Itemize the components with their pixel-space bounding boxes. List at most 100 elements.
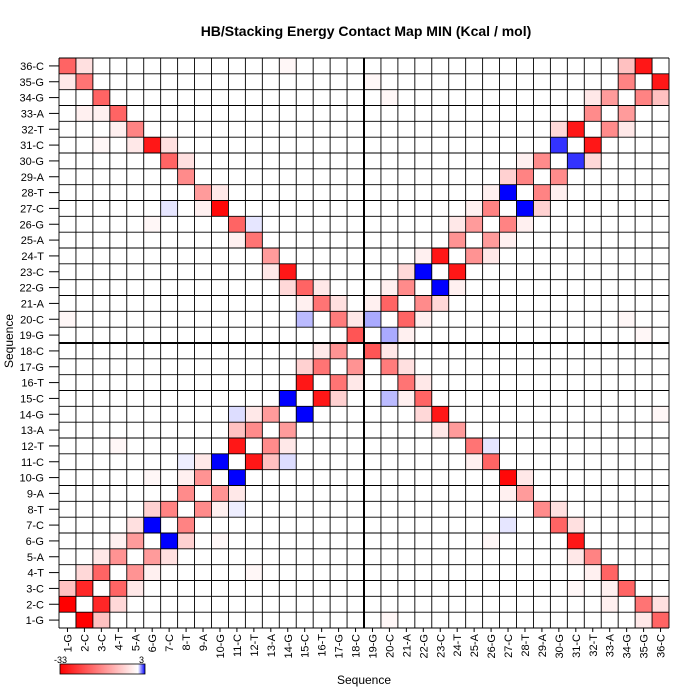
heatmap-cell xyxy=(364,295,381,312)
heatmap-cell xyxy=(296,311,314,328)
y-tick-label: 35-G xyxy=(20,77,44,89)
heatmap-cell xyxy=(414,390,432,407)
heatmap-cell xyxy=(228,469,246,486)
heatmap-cell xyxy=(364,73,381,90)
heatmap-cell xyxy=(109,596,127,613)
heatmap-cell xyxy=(635,89,653,106)
y-tick-label: 27-C xyxy=(20,203,44,215)
x-tick-label: 14-G xyxy=(283,634,295,658)
colorbar xyxy=(59,663,146,675)
heatmap-cell xyxy=(516,153,534,169)
heatmap-cell xyxy=(533,200,551,217)
heatmap-cell xyxy=(59,596,76,613)
x-tick-label: 31-C xyxy=(571,634,583,658)
heatmap-cell xyxy=(635,58,653,74)
y-tick-label: 19-G xyxy=(20,330,44,342)
heatmap-cell xyxy=(465,200,483,217)
x-tick-label: 28-T xyxy=(520,634,532,657)
x-tick-label: 9-A xyxy=(198,633,210,651)
heatmap-cell xyxy=(126,517,144,533)
x-tick-label: 4-T xyxy=(113,634,125,651)
x-tick-label: 34-G xyxy=(622,634,634,658)
heatmap-cell xyxy=(601,89,619,106)
x-axis-label: Sequence xyxy=(337,673,391,687)
heatmap-cell xyxy=(194,184,212,201)
heatmap-cell xyxy=(499,184,517,201)
heatmap-cell xyxy=(431,248,449,264)
heatmap-cell xyxy=(245,216,263,233)
heatmap-cell xyxy=(516,168,534,185)
y-tick-label: 20-C xyxy=(20,314,44,326)
y-tick-label: 14-G xyxy=(20,409,44,421)
heatmap-cell xyxy=(567,517,585,533)
heatmap-cell xyxy=(279,390,297,407)
heatmap-cell xyxy=(245,453,263,470)
heatmap-cell xyxy=(211,184,229,201)
heatmap-cell xyxy=(245,564,263,581)
heatmap-cell xyxy=(160,533,178,549)
heatmap-cell xyxy=(499,216,517,233)
heatmap-cell xyxy=(92,564,110,581)
y-tick-label: 4-T xyxy=(28,568,45,580)
heatmap-cell xyxy=(126,137,144,153)
heatmap-cell xyxy=(143,564,161,581)
heatmap-cell xyxy=(601,564,619,581)
heatmap-cell xyxy=(448,263,466,280)
heatmap-cell xyxy=(448,232,466,248)
heatmap-cell xyxy=(109,580,127,597)
y-axis-label: Sequence xyxy=(2,314,16,368)
x-tick-label: 6-G xyxy=(147,634,159,652)
heatmap-cell xyxy=(499,485,517,502)
x-tick-label: 16-T xyxy=(317,634,329,657)
heatmap-cell xyxy=(499,232,517,248)
heatmap-cell xyxy=(160,153,178,169)
heatmap-cell xyxy=(279,263,297,280)
heatmap-cell xyxy=(228,485,246,502)
heatmap-cell xyxy=(279,438,297,454)
y-tick-label: 6-G xyxy=(26,536,44,548)
heatmap-cell xyxy=(380,327,398,343)
heatmap-cell xyxy=(330,374,348,391)
heatmap-cell xyxy=(109,105,127,122)
heatmap-cell xyxy=(59,580,76,597)
heatmap-cell xyxy=(262,248,280,264)
heatmap-cell xyxy=(482,248,500,264)
heatmap-cell xyxy=(499,517,517,533)
heatmap-cell xyxy=(380,279,398,296)
heatmap-cell xyxy=(601,580,619,597)
heatmap-cell xyxy=(431,422,449,438)
heatmap-cell xyxy=(194,200,212,217)
heatmap-cell xyxy=(143,501,161,518)
heatmap-cell xyxy=(262,263,280,280)
heatmap-cell xyxy=(482,453,500,470)
heatmap-cell xyxy=(533,184,551,201)
heatmap-cell xyxy=(160,200,178,217)
heatmap-cell xyxy=(330,343,348,359)
x-tick-label: 36-C xyxy=(656,634,668,658)
heatmap-cell xyxy=(584,137,602,153)
x-tick-label: 18-C xyxy=(351,634,363,658)
heatmap-cell xyxy=(397,279,415,296)
heatmap-cell xyxy=(75,612,93,628)
x-tick-label: 17-G xyxy=(334,634,346,658)
heatmap-cell xyxy=(347,358,364,375)
y-tick-label: 22-G xyxy=(20,283,44,295)
heatmap-cell xyxy=(143,517,161,533)
heatmap-cell xyxy=(92,548,110,565)
heatmap-cell xyxy=(347,374,364,391)
heatmap-cell xyxy=(296,358,314,375)
y-tick-label: 17-G xyxy=(20,362,44,374)
heatmap-cell xyxy=(75,105,93,122)
heatmap-cell xyxy=(465,453,483,470)
heatmap-cell xyxy=(177,168,195,185)
x-tick-label: 5-A xyxy=(130,633,142,651)
y-tick-label: 8-T xyxy=(28,504,45,516)
heatmap-cell xyxy=(109,438,127,454)
heatmap-cell xyxy=(228,216,246,233)
heatmap-cell xyxy=(380,89,398,106)
y-tick-label: 11-C xyxy=(21,457,44,469)
heatmap-cell xyxy=(177,153,195,169)
heatmap-cell xyxy=(380,358,398,375)
heatmap-cell xyxy=(126,564,144,581)
heatmap-cell xyxy=(177,453,195,470)
